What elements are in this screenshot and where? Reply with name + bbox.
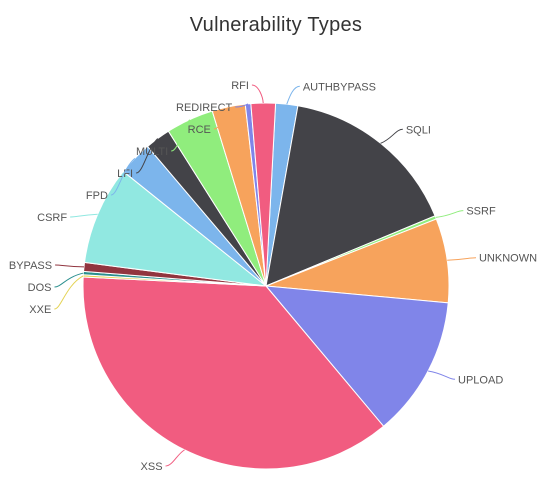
labels-layer: AUTHBYPASS SQLI SSRF UNKNOWN UPLOAD RFI REDIRE… xyxy=(9,80,537,473)
chart-title: Vulnerability Types xyxy=(189,14,363,36)
connector-csrf xyxy=(70,213,98,218)
connector-upload xyxy=(428,370,456,380)
slice-label-ssrf: SSRF xyxy=(466,206,496,218)
slice-label-upload: UPLOAD xyxy=(458,374,503,386)
slice-label-dos: DOS xyxy=(28,282,52,294)
connector-xxe xyxy=(54,275,84,310)
connector-rfi xyxy=(251,84,264,104)
slice-label-bypass: BYPASS xyxy=(9,260,52,272)
connector-dos xyxy=(54,272,84,288)
connector-bypass xyxy=(55,264,85,268)
pie-slice-sqli[interactable] xyxy=(265,105,436,287)
connector-fpd xyxy=(110,158,136,196)
slice-label-fpd: FPD xyxy=(86,190,108,202)
connector-multi xyxy=(171,119,191,152)
slice-label-lfi: LFI xyxy=(117,168,133,180)
slice-label-rfi: RFI xyxy=(231,80,249,92)
connector-lfi xyxy=(135,138,159,174)
slice-label-sqli: SQLI xyxy=(406,124,431,136)
pie-slice-upload[interactable] xyxy=(264,285,449,427)
connector-redirect xyxy=(235,103,249,108)
connector-xss xyxy=(165,449,185,467)
connector-ssrf xyxy=(435,210,464,218)
slice-label-multi: MULTI xyxy=(136,146,168,158)
connector-authbypass xyxy=(286,85,300,105)
pie-slice-xss[interactable] xyxy=(82,276,385,470)
slice-label-unknown: UNKNOWN xyxy=(479,253,537,265)
slice-label-authbypass: AUTHBYPASS xyxy=(303,81,376,93)
connector-sqli xyxy=(380,128,403,144)
connector-rce xyxy=(213,106,230,130)
connector-unknown xyxy=(447,257,476,261)
slices-layer xyxy=(82,102,450,470)
slice-label-redirect: REDIRECT xyxy=(176,102,233,114)
slice-label-xss: XSS xyxy=(141,461,163,473)
pie-slice-csrf[interactable] xyxy=(83,170,268,287)
slice-label-csrf: CSRF xyxy=(37,212,67,224)
slice-label-xxe: XXE xyxy=(29,304,51,316)
slice-label-rce: RCE xyxy=(188,124,211,136)
